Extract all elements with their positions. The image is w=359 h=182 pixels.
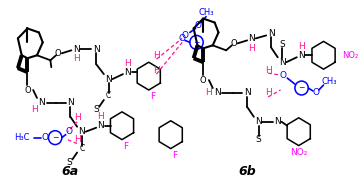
Text: O: O	[195, 21, 202, 30]
Text: H₃C: H₃C	[14, 133, 29, 142]
Text: N: N	[79, 127, 85, 136]
Text: H: H	[153, 51, 160, 60]
Text: N: N	[244, 88, 251, 98]
Text: H: H	[31, 105, 37, 114]
Text: N: N	[105, 75, 112, 84]
Text: O: O	[41, 133, 48, 142]
Text: O: O	[24, 86, 31, 94]
Text: −: −	[193, 38, 200, 47]
Text: N: N	[73, 45, 80, 54]
Text: CH₃: CH₃	[198, 8, 214, 17]
Text: N: N	[93, 45, 99, 54]
Text: O: O	[179, 34, 186, 43]
Text: O: O	[312, 88, 320, 98]
Text: S: S	[280, 40, 285, 49]
Text: O: O	[55, 49, 61, 58]
Text: 6b: 6b	[238, 165, 256, 178]
Text: N: N	[98, 121, 104, 130]
Text: C: C	[79, 144, 84, 153]
Text: F: F	[150, 92, 155, 101]
Text: N: N	[279, 58, 286, 67]
Text: H: H	[248, 44, 255, 53]
Text: N: N	[268, 29, 274, 38]
Text: H: H	[74, 113, 80, 122]
Text: O: O	[182, 31, 188, 40]
Text: S: S	[256, 135, 261, 144]
Text: F: F	[172, 151, 177, 160]
Text: H: H	[73, 54, 80, 63]
Text: S: S	[93, 105, 99, 114]
Text: N: N	[298, 51, 305, 60]
Text: O: O	[65, 127, 72, 136]
Text: N: N	[255, 117, 262, 126]
Text: H: H	[265, 88, 271, 98]
Text: NO₂: NO₂	[290, 148, 307, 157]
Text: N: N	[124, 68, 131, 77]
Text: O: O	[280, 71, 287, 80]
Text: H: H	[74, 135, 80, 144]
Text: N: N	[248, 34, 255, 43]
Text: O: O	[230, 39, 237, 48]
Text: H: H	[298, 42, 305, 51]
Text: H: H	[153, 66, 160, 75]
Text: NO₂: NO₂	[342, 51, 358, 60]
Text: N: N	[38, 98, 45, 107]
Text: H: H	[206, 88, 212, 98]
Text: H: H	[265, 66, 271, 75]
Text: C: C	[106, 92, 111, 100]
Text: O: O	[200, 76, 206, 85]
Text: N: N	[274, 117, 281, 126]
Text: S: S	[66, 158, 73, 167]
Text: H: H	[124, 59, 131, 68]
Text: −: −	[52, 133, 58, 142]
Text: H: H	[98, 112, 104, 121]
Text: N: N	[67, 98, 74, 107]
Text: N: N	[214, 88, 221, 98]
Text: CH₃: CH₃	[322, 77, 337, 86]
Text: −: −	[298, 84, 305, 92]
Text: 6a: 6a	[61, 165, 78, 178]
Text: F: F	[123, 142, 129, 151]
